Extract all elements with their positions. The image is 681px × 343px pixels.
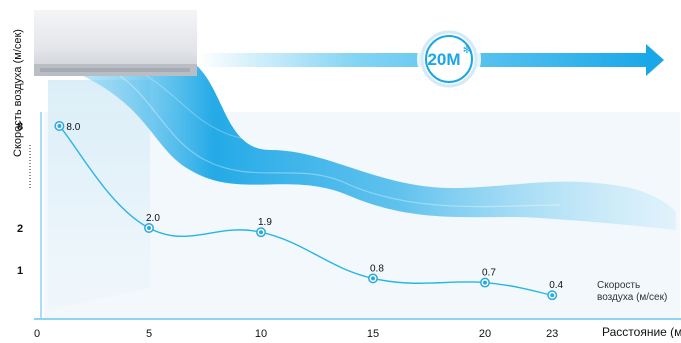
data-label: 0.8 bbox=[370, 263, 384, 274]
data-label: 1.9 bbox=[258, 217, 272, 228]
data-point bbox=[144, 223, 154, 233]
data-point bbox=[256, 227, 266, 238]
x-tick-label: 23 bbox=[546, 328, 558, 338]
stream-highlight-2 bbox=[139, 71, 401, 176]
x-tick-label: 0 bbox=[34, 328, 40, 338]
data-label: 0.7 bbox=[482, 268, 496, 279]
fan-icon: ✻ bbox=[463, 45, 471, 56]
legend-line-2: воздуха (м/сек) bbox=[597, 292, 667, 303]
range-badge-label: 20M bbox=[427, 50, 460, 69]
chart-marks: 0 5 10 15 20 23 1 2 8 8.0 2.0 1.9 0.8 0.7 0.4 bbox=[17, 121, 564, 340]
legend: Скорость воздуха (м/сек) bbox=[597, 280, 667, 303]
data-point bbox=[480, 277, 490, 288]
x-tick-label: 20 bbox=[479, 328, 491, 338]
air-conditioner-unit bbox=[34, 10, 197, 76]
data-point bbox=[368, 273, 378, 284]
y-tick-label: 8 bbox=[17, 121, 23, 133]
data-point bbox=[54, 121, 65, 131]
air-stream bbox=[60, 64, 676, 230]
x-tick-label: 10 bbox=[255, 328, 267, 338]
data-label: 8.0 bbox=[66, 122, 80, 133]
stream-highlight bbox=[109, 69, 561, 208]
legend-line-1: Скорость bbox=[597, 280, 640, 291]
light-beam bbox=[48, 80, 150, 310]
x-axis-title: Расстояние (м bbox=[602, 325, 681, 338]
y-tick-label: 2 bbox=[17, 223, 23, 235]
x-tick-label: 5 bbox=[146, 328, 152, 338]
x-tick-label: 15 bbox=[367, 328, 379, 338]
data-label: 0.4 bbox=[549, 280, 563, 291]
data-point bbox=[547, 290, 558, 301]
range-badge: 20M ✻ bbox=[417, 27, 481, 91]
data-label: 2.0 bbox=[146, 213, 160, 224]
y-axis-title: Скорость воздуха (м/сек) bbox=[12, 29, 24, 157]
y-tick-label: 1 bbox=[17, 265, 23, 277]
